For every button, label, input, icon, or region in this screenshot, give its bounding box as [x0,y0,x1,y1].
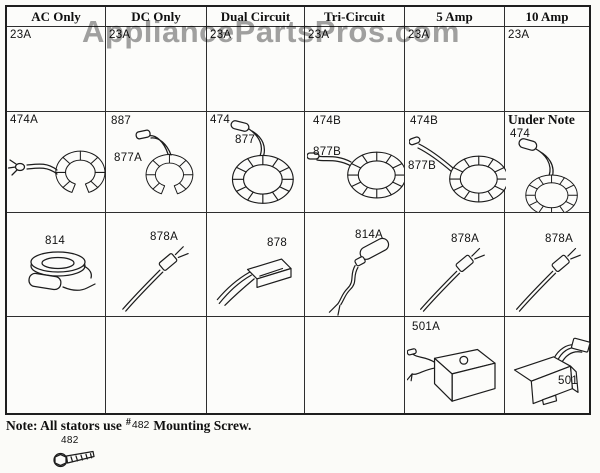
ring-stator-icon [307,151,404,199]
cell-empty-tri [305,317,405,413]
regulator-box-icon [513,337,591,406]
coiled-wire-icon [27,251,96,292]
part-number: 474 [210,114,231,126]
part-number: 474A [10,114,39,126]
part-number: 878A [545,233,574,245]
cell-stator-5amp: 877B 474B [405,112,506,213]
ring-stator-icon [409,114,506,203]
wire-part-number: 877B [313,146,342,158]
part-number: 887 [111,115,132,127]
cell-empty-dual [207,317,305,413]
part-number: 878A [451,233,480,245]
cell-regulator-10amp: 501 [505,317,591,413]
part-number: 474B [410,115,439,127]
cell-23a-10amp: 23A [505,27,589,112]
part-number: 23A [210,29,232,41]
wire-connector-icon [420,247,485,312]
cell-23a-5amp: 23A [405,27,505,112]
cell-stator-tri: 474B 877B [305,112,405,213]
ring-stator-icon [505,134,578,212]
cell-wire-ac: 814 [7,213,106,317]
column-header-label: 10 Amp [525,9,569,24]
mounting-screw-icon [53,450,95,468]
cell-wire-dc: 878A [106,213,207,317]
cell-stator-dual: 474 877 [207,112,305,213]
header-dual-circuit: Dual Circuit [207,7,305,27]
cell-stator-dc: 887 877A [106,112,207,213]
part-number: 501 [558,375,579,387]
note-prefix: Note: All stators use [6,418,122,433]
part-number: 23A [308,29,330,41]
under-note-heading: Under Note [508,112,575,127]
cylinder-connector-wire-icon [328,237,392,316]
stator-parts-table: AC Only DC Only Dual Circuit Tri-Circuit… [5,5,591,415]
part-number: 474 [510,128,531,140]
column-header-label: 5 Amp [436,9,473,24]
regulator-box-icon [407,347,496,402]
arc-stator-icon [124,124,194,195]
cell-wire-5amp: 878A [405,213,505,317]
cell-wire-dual: 878 [207,213,305,317]
part-number: 23A [109,29,131,41]
header-10-amp: 10 Amp [505,7,589,27]
arc-stator-icon [7,150,106,193]
wire-part-number: 877 [235,134,256,146]
header-5-amp: 5 Amp [405,7,505,27]
part-number: 474B [313,115,342,127]
cell-23a-dual: 23A [207,27,305,112]
hash-symbol: # [125,417,131,428]
cell-stator-ac: 474A [7,112,106,213]
cell-wire-10amp: 878A [505,213,589,317]
cell-23a-dc: 23A [106,27,207,112]
cell-empty-ac [7,317,106,413]
part-number: 23A [10,29,32,41]
column-header-label: AC Only [31,9,81,24]
part-number: 501A [412,321,441,333]
cell-23a-tri: 23A [305,27,405,112]
part-number: 878A [150,231,179,243]
wire-part-number: 877A [114,152,143,164]
column-header-label: DC Only [131,9,181,24]
column-header-label: Dual Circuit [220,9,291,24]
ring-stator-icon [209,114,294,204]
plug-connector-icon [216,258,292,306]
column-header-label: Tri-Circuit [324,9,385,24]
note-suffix: Mounting Screw. [153,418,252,433]
header-ac-only: AC Only [7,7,106,27]
cell-stator-10amp: Under Note 474 [505,112,589,213]
cell-wire-tri: 814A [305,213,405,317]
note-part-number: 482 [131,419,150,431]
wire-connector-icon [122,246,189,312]
footer-note: Note: All stators use #482 Mounting Screw. [6,417,251,434]
part-number: 814A [355,229,384,241]
wire-part-number: 877B [408,160,437,172]
part-number: 814 [45,235,66,247]
cell-empty-dc [106,317,207,413]
screw-part-number: 482 [61,435,79,446]
part-number: 878 [267,237,288,249]
cell-regulator-5amp: 501A [405,317,505,413]
wire-connector-icon [516,247,581,312]
header-dc-only: DC Only [106,7,207,27]
header-tri-circuit: Tri-Circuit [305,7,405,27]
part-number: 23A [408,29,430,41]
cell-23a-ac: 23A [7,27,106,112]
part-number: 23A [508,29,530,41]
